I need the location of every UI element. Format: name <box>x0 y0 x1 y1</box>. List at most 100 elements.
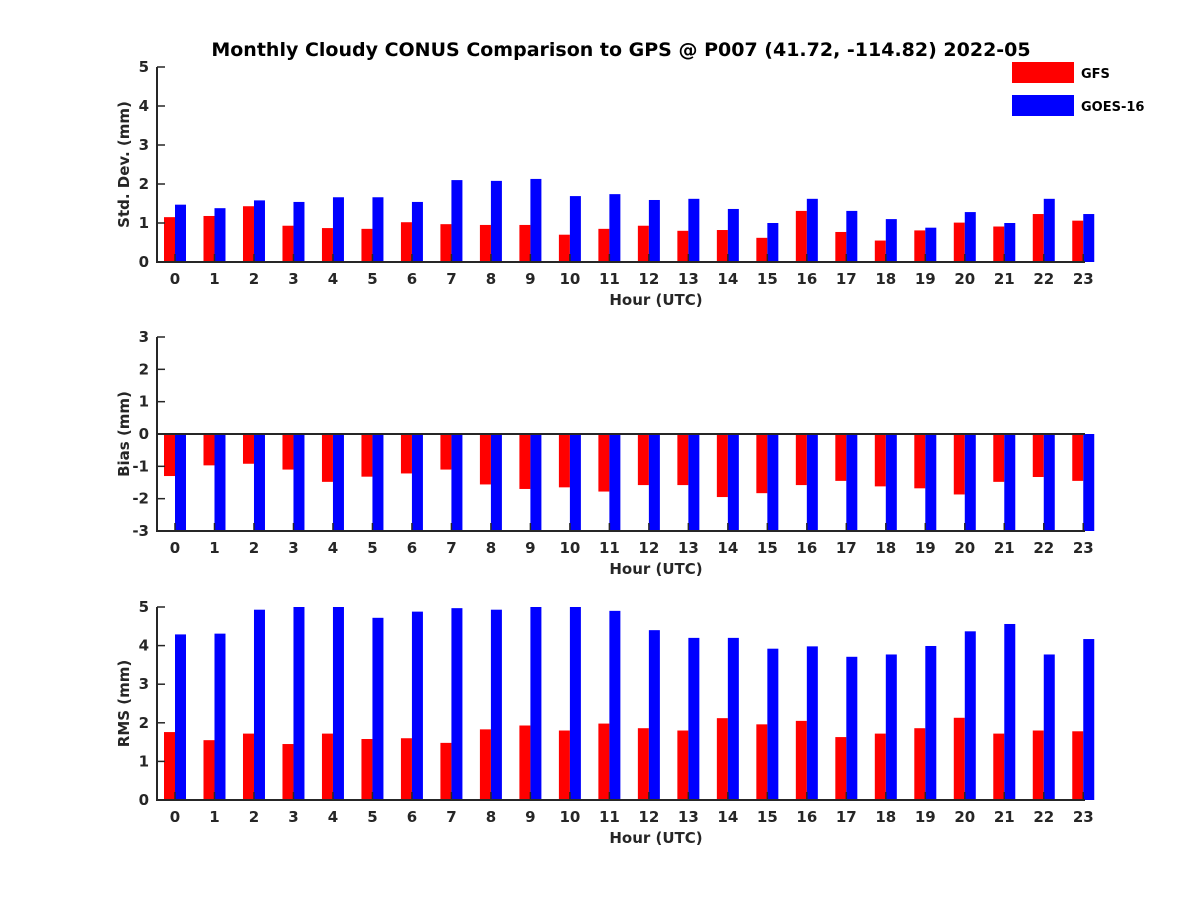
bar-bias-gfs-hour-18 <box>874 434 886 487</box>
bar-rms-goes16-hour-0 <box>175 634 186 800</box>
bar-rms-gfs-hour-21 <box>993 733 1005 800</box>
x-tick-label-std-13: 13 <box>678 270 699 288</box>
x-tick-label-rms-15: 15 <box>757 808 778 826</box>
bar-std-goes16-hour-3 <box>293 201 305 262</box>
bar-bias-gfs-hour-0 <box>164 434 175 477</box>
bar-bias-goes16-hour-8 <box>490 434 502 531</box>
bar-std-gfs-hour-7 <box>440 224 452 262</box>
bar-rms-gfs-hour-17 <box>835 737 847 800</box>
bar-rms-gfs-hour-19 <box>914 728 926 800</box>
bar-std-gfs-hour-4 <box>321 228 333 262</box>
x-tick-label-bias-1: 1 <box>209 539 219 557</box>
x-tick-label-bias-6: 6 <box>407 539 417 557</box>
bar-rms-goes16-hour-12 <box>648 630 660 800</box>
x-tick-label-bias-13: 13 <box>678 539 699 557</box>
x-tick-label-std-18: 18 <box>875 270 896 288</box>
bar-bias-gfs-hour-6 <box>400 434 412 474</box>
bar-std-gfs-hour-14 <box>716 230 728 262</box>
bar-std-goes16-hour-18 <box>885 219 897 262</box>
bar-rms-gfs-hour-12 <box>637 728 649 800</box>
x-tick-label-std-15: 15 <box>757 270 778 288</box>
bar-std-gfs-hour-12 <box>637 225 649 262</box>
x-tick-label-std-22: 22 <box>1033 270 1054 288</box>
bar-bias-gfs-hour-17 <box>835 434 847 481</box>
bar-rms-goes16-hour-18 <box>885 654 897 800</box>
bar-bias-goes16-hour-2 <box>253 434 265 531</box>
bar-bias-goes16-hour-0 <box>175 434 186 531</box>
bar-std-gfs-hour-19 <box>914 230 926 262</box>
legend-label-goes16: GOES-16 <box>1081 100 1144 115</box>
x-tick-label-std-10: 10 <box>559 270 580 288</box>
x-tick-label-bias-9: 9 <box>525 539 535 557</box>
bar-bias-gfs-hour-7 <box>440 434 452 470</box>
bar-rms-goes16-hour-9 <box>530 607 542 800</box>
x-tick-label-rms-22: 22 <box>1033 808 1054 826</box>
x-axis-label-std: Hour (UTC) <box>609 291 702 309</box>
x-tick-label-bias-11: 11 <box>599 539 620 557</box>
x-tick-label-std-6: 6 <box>407 270 417 288</box>
bar-rms-gfs-hour-5 <box>361 739 373 800</box>
x-tick-label-bias-23: 23 <box>1073 539 1094 557</box>
bar-rms-gfs-hour-3 <box>282 744 294 800</box>
y-tick-label-bias-6: 3 <box>139 328 149 346</box>
bar-rms-gfs-hour-23 <box>1072 731 1084 800</box>
x-tick-label-std-2: 2 <box>249 270 259 288</box>
bar-bias-goes16-hour-14 <box>727 434 739 531</box>
x-tick-label-rms-8: 8 <box>486 808 496 826</box>
x-axis-label-bias: Hour (UTC) <box>609 560 702 578</box>
bar-rms-goes16-hour-13 <box>688 637 700 800</box>
bar-bias-goes16-hour-1 <box>214 434 226 531</box>
bar-std-gfs-hour-10 <box>558 234 570 262</box>
bar-std-goes16-hour-23 <box>1083 214 1095 262</box>
x-tick-label-std-16: 16 <box>796 270 817 288</box>
bar-bias-gfs-hour-4 <box>321 434 333 482</box>
bar-bias-goes16-hour-19 <box>925 434 937 531</box>
bar-rms-gfs-hour-15 <box>756 724 768 800</box>
bar-bias-goes16-hour-5 <box>372 434 384 531</box>
x-tick-label-std-14: 14 <box>717 270 738 288</box>
y-tick-label-rms-2: 2 <box>139 714 149 732</box>
x-tick-label-rms-21: 21 <box>994 808 1015 826</box>
bar-bias-gfs-hour-16 <box>795 434 807 486</box>
bar-bias-goes16-hour-13 <box>688 434 700 531</box>
x-tick-label-rms-6: 6 <box>407 808 417 826</box>
bar-std-gfs-hour-17 <box>835 231 847 262</box>
bar-rms-gfs-hour-8 <box>479 729 491 800</box>
x-tick-label-bias-4: 4 <box>328 539 338 557</box>
bar-rms-gfs-hour-9 <box>519 725 531 800</box>
x-tick-label-bias-10: 10 <box>559 539 580 557</box>
bar-rms-goes16-hour-22 <box>1043 654 1055 800</box>
y-tick-label-bias-2: -1 <box>132 457 149 475</box>
bar-std-gfs-hour-0 <box>164 217 175 262</box>
x-tick-label-std-1: 1 <box>209 270 219 288</box>
x-tick-label-rms-17: 17 <box>836 808 857 826</box>
y-tick-label-std-1: 1 <box>139 214 149 232</box>
bar-rms-goes16-hour-17 <box>846 656 858 800</box>
bar-bias-gfs-hour-1 <box>203 434 215 466</box>
bar-std-goes16-hour-8 <box>490 180 502 262</box>
x-tick-label-bias-21: 21 <box>994 539 1015 557</box>
bar-std-goes16-hour-2 <box>253 200 265 262</box>
bar-std-gfs-hour-11 <box>598 228 610 262</box>
bar-std-gfs-hour-3 <box>282 225 294 262</box>
bar-bias-gfs-hour-11 <box>598 434 610 492</box>
y-tick-label-std-4: 4 <box>139 97 149 115</box>
x-tick-label-bias-3: 3 <box>288 539 298 557</box>
bar-rms-goes16-hour-1 <box>214 633 226 800</box>
x-tick-label-std-19: 19 <box>915 270 936 288</box>
bar-bias-goes16-hour-20 <box>964 434 976 531</box>
y-tick-label-bias-3: 0 <box>139 425 149 443</box>
bar-std-goes16-hour-9 <box>530 178 542 262</box>
x-tick-label-std-4: 4 <box>328 270 338 288</box>
bar-std-goes16-hour-15 <box>767 223 779 262</box>
bar-bias-goes16-hour-23 <box>1083 434 1095 531</box>
x-tick-label-std-11: 11 <box>599 270 620 288</box>
bar-std-goes16-hour-13 <box>688 198 700 262</box>
bar-bias-gfs-hour-9 <box>519 434 531 489</box>
y-tick-label-rms-3: 3 <box>139 675 149 693</box>
bar-std-gfs-hour-21 <box>993 226 1005 262</box>
x-tick-label-bias-19: 19 <box>915 539 936 557</box>
bar-std-goes16-hour-16 <box>806 198 818 262</box>
